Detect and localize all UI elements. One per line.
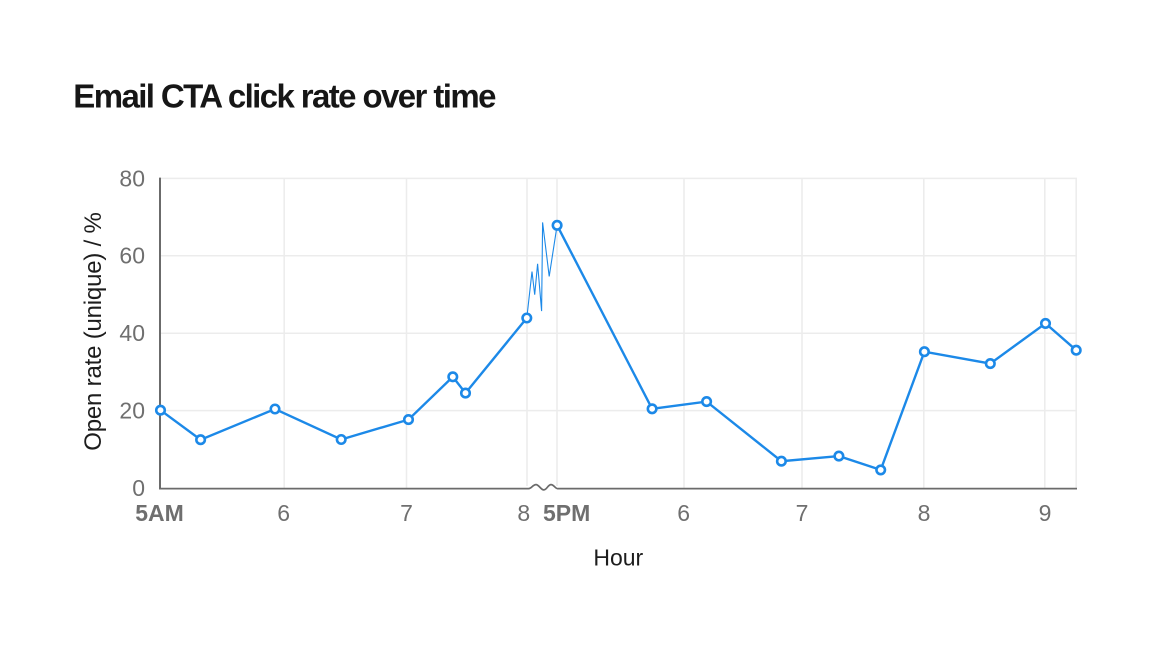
- svg-text:40: 40: [119, 320, 145, 346]
- svg-text:80: 80: [119, 165, 145, 191]
- svg-text:0: 0: [132, 475, 145, 501]
- svg-text:9: 9: [1039, 500, 1052, 526]
- svg-text:Hour: Hour: [593, 545, 643, 571]
- svg-text:Email CTA click rate over time: Email CTA click rate over time: [73, 78, 496, 115]
- svg-text:8: 8: [517, 500, 530, 526]
- svg-text:5PM: 5PM: [543, 500, 590, 526]
- svg-text:7: 7: [400, 500, 413, 526]
- svg-text:60: 60: [119, 243, 145, 269]
- svg-text:8: 8: [918, 500, 931, 526]
- svg-text:7: 7: [796, 500, 809, 526]
- svg-text:5AM: 5AM: [135, 500, 184, 526]
- svg-text:6: 6: [277, 500, 290, 526]
- svg-text:20: 20: [119, 398, 145, 424]
- svg-text:6: 6: [677, 500, 690, 526]
- svg-text:Open rate (unique) / %: Open rate (unique) / %: [80, 212, 107, 450]
